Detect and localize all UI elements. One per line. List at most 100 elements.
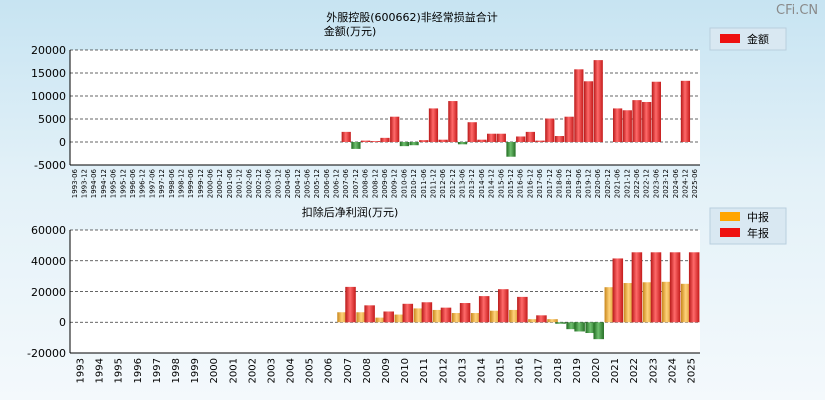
chart2-bar-annual: [402, 303, 414, 323]
chart1-bar: [564, 116, 574, 142]
chart2-bar-interim: [623, 283, 635, 323]
chart2: 扣除后净利润(万元) -20000 0 20000 40000 60000 19…: [27, 205, 787, 383]
c2-ytick-label: 40000: [31, 255, 66, 268]
chart2-bar-annual: [478, 296, 490, 323]
c2-xtick-label: 2025: [686, 358, 697, 383]
c2-xtick-label: 2001: [228, 358, 239, 383]
chart1-legend: 金额: [709, 27, 787, 51]
c1-xtick-label: 2018-12: [565, 169, 573, 198]
chart1-x-tick-labels: 1993-06 1993-12 1994-06 1994-12 1995-06 1995-…: [71, 168, 699, 198]
chart2-bar-interim: [432, 309, 444, 323]
c1-xtick-label: 2019-12: [585, 169, 593, 198]
chart2-bar-annual: [421, 302, 433, 323]
c1-xtick-label: 2010-06: [400, 168, 408, 198]
c1-xtick-label: 2012-12: [449, 169, 457, 198]
c2-ytick-label: 0: [59, 316, 66, 329]
chart1-bar: [409, 142, 419, 146]
c1-xtick-label: 1997-06: [148, 168, 156, 198]
c2-xtick-label: 1994: [95, 358, 106, 383]
chart2-bar-interim: [337, 312, 348, 323]
c1-xtick-label: 2013-06: [459, 168, 467, 198]
legend-label-amount: 金额: [747, 32, 769, 46]
c1-xtick-label: 2013-12: [468, 169, 476, 198]
c1-xtick-label: 2008-06: [362, 168, 370, 198]
chart2-bar-interim: [490, 310, 501, 323]
c1-xtick-label: 2016-06: [517, 168, 525, 198]
chart1-bar: [390, 116, 400, 142]
c2-xtick-label: 2006: [324, 358, 335, 383]
chart1-subtitle: 金额(万元): [324, 24, 377, 38]
chart1-bar: [613, 108, 623, 142]
chart2-bar-annual: [631, 252, 643, 323]
legend-swatch-annual: [720, 228, 740, 237]
c1-xtick-label: 2020-12: [604, 169, 612, 198]
chart2-bar-annual: [536, 315, 547, 323]
chart1-bar: [448, 101, 458, 142]
c2-xtick-label: 2021: [610, 358, 621, 383]
chart2-bar-annual: [555, 322, 566, 324]
c1-xtick-label: 2005-12: [313, 169, 321, 198]
chart1-bar: [496, 133, 506, 142]
chart1-bar: [680, 80, 691, 142]
c1-xtick-label: 2012-06: [439, 168, 447, 198]
c2-xtick-label: 1995: [114, 358, 125, 383]
c1-xtick-label: 2016-12: [526, 169, 534, 198]
c1-ytick-label: 0: [59, 136, 66, 149]
chart1-bar: [341, 131, 351, 142]
chart2-bar-interim: [394, 314, 406, 323]
chart2-bar-annual: [612, 258, 624, 323]
c2-xtick-label: 1997: [152, 358, 163, 383]
c1-xtick-label: 2003-06: [265, 168, 273, 198]
c2-xtick-label: 2020: [591, 358, 602, 383]
c2-xtick-label: 2024: [667, 358, 678, 383]
chart1-bar: [593, 60, 603, 143]
chart2-bar-interim: [413, 308, 425, 323]
chart2-bar-interim: [566, 322, 577, 330]
c1-xtick-label: 2015-12: [507, 169, 515, 198]
c1-xtick-label: 2015-06: [497, 168, 505, 198]
c1-xtick-label: 2024-12: [681, 169, 689, 198]
chart1-bar: [419, 140, 429, 142]
c1-xtick-label: 1998-06: [168, 168, 176, 198]
legend-swatch-amount: [720, 34, 740, 43]
c2-xtick-label: 2019: [572, 358, 583, 383]
c1-xtick-label: 1994-06: [90, 168, 98, 198]
c1-xtick-label: 2018-06: [555, 168, 563, 198]
c1-xtick-label: 2020-06: [594, 168, 602, 198]
c2-ytick-label: 20000: [31, 286, 66, 299]
c1-ytick-label: 20000: [31, 44, 66, 57]
c1-xtick-label: 2022-12: [643, 169, 651, 198]
c1-xtick-label: 2019-06: [575, 168, 583, 198]
c2-xtick-label: 1998: [171, 358, 182, 383]
c2-xtick-label: 2005: [305, 358, 316, 383]
chart2-bar-annual: [688, 252, 700, 323]
c1-xtick-label: 2007-12: [352, 169, 360, 198]
c1-xtick-label: 2014-12: [488, 169, 496, 198]
c1-xtick-label: 2009-06: [381, 168, 389, 198]
c1-xtick-label: 2024-06: [672, 168, 680, 198]
chart2-bars: [337, 252, 700, 340]
chart1-bar: [632, 100, 642, 142]
chart2-bar-annual: [345, 286, 356, 323]
chart2-bar-annual: [440, 307, 452, 323]
c1-xtick-label: 1997-12: [158, 169, 166, 198]
chart2-legend: 中报 年报: [709, 207, 787, 245]
chart2-title: 扣除后净利润(万元): [302, 205, 399, 219]
c1-xtick-label: 2014-06: [478, 168, 486, 198]
chart1-bar: [651, 81, 661, 142]
chart1-bar: [380, 137, 390, 142]
c1-xtick-label: 2002-12: [255, 169, 263, 198]
c1-ytick-label: 15000: [31, 67, 66, 80]
c1-xtick-label: 2007-06: [342, 168, 350, 198]
c1-xtick-label: 1996-12: [139, 169, 147, 198]
c1-xtick-label: 2023-12: [662, 169, 670, 198]
c2-xtick-label: 2023: [648, 358, 659, 383]
chart2-bar-interim: [547, 319, 558, 323]
c1-xtick-label: 2008-12: [371, 169, 379, 198]
c2-xtick-label: 2013: [457, 358, 468, 383]
chart2-bar-interim: [642, 282, 654, 323]
c1-xtick-label: 2023-06: [652, 168, 660, 198]
c2-xtick-label: 2003: [266, 358, 277, 383]
c2-xtick-label: 2016: [515, 358, 526, 383]
chart1-bar: [506, 142, 516, 157]
